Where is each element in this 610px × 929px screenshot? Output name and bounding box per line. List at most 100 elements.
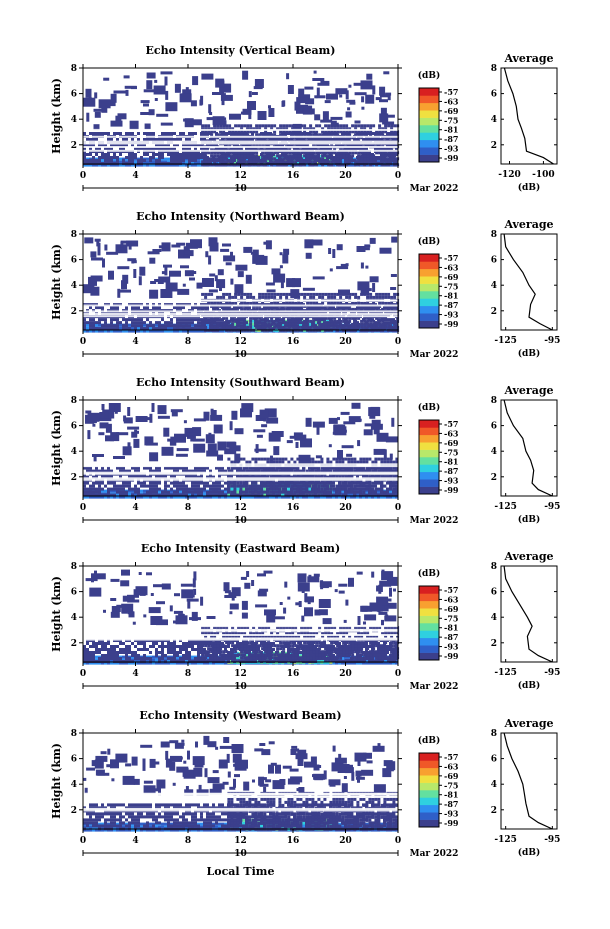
echo-cell (285, 151, 289, 155)
echo-cell (163, 264, 172, 268)
echo-cell (314, 319, 318, 323)
echo-cell (216, 307, 220, 311)
echo-cell (146, 72, 156, 79)
echo-cell (393, 319, 397, 323)
echo-cell (98, 490, 101, 494)
echo-cell (216, 279, 226, 289)
echo-cell (240, 124, 244, 128)
echo-cell (260, 318, 263, 322)
x-tick-label: 8 (185, 337, 191, 347)
colorbar-segment (419, 132, 439, 141)
echo-cell (299, 153, 302, 156)
echo-cell (314, 159, 317, 162)
echo-cell (137, 147, 140, 150)
echo-cell (149, 163, 152, 167)
echo-cell (335, 495, 338, 499)
echo-cell (167, 326, 170, 330)
echo-cell (393, 160, 397, 164)
echo-cell (233, 159, 236, 162)
echo-cell (128, 489, 131, 493)
echo-cell (210, 325, 214, 329)
echo-cell (131, 138, 134, 141)
echo-cell (315, 133, 319, 137)
echo-cell (357, 151, 361, 155)
echo-cell (268, 108, 275, 117)
echo-cell (216, 151, 220, 155)
echo-cell (378, 127, 382, 131)
echo-cell (167, 490, 170, 494)
echo-cell (371, 163, 374, 167)
echo-cell (98, 144, 101, 147)
echo-cell (143, 103, 149, 107)
echo-cell (249, 316, 253, 320)
echo-cell (321, 151, 325, 155)
echo-cell (333, 130, 337, 134)
echo-cell (161, 153, 164, 156)
echo-cell (258, 163, 262, 167)
echo-cell (225, 292, 229, 296)
echo-cell (309, 301, 313, 305)
echo-cell (237, 316, 241, 320)
echo-cell (341, 157, 344, 161)
echo-cell (119, 323, 122, 327)
x-tick-label: 0 (80, 337, 86, 347)
gap-streak (83, 315, 398, 318)
echo-cell (161, 271, 165, 275)
echo-cell (104, 147, 107, 150)
echo-cell (381, 295, 385, 299)
echo-cell (228, 325, 232, 329)
echo-cell (303, 325, 307, 329)
echo-cell (137, 159, 140, 162)
echo-cell (116, 327, 119, 331)
echo-cell (249, 163, 253, 167)
echo-cell (309, 292, 313, 296)
echo-cell (285, 130, 289, 134)
echo-cell (203, 132, 206, 135)
echo-cell (354, 292, 358, 296)
echo-cell (245, 274, 252, 284)
echo-cell (246, 154, 250, 158)
echo-cell (306, 160, 310, 164)
echo-cell (243, 325, 247, 329)
echo-cell (233, 161, 237, 164)
echo-cell (203, 306, 206, 310)
echo-cell (242, 487, 246, 491)
echo-cell (90, 251, 97, 258)
echo-cell (308, 495, 311, 499)
echo-cell (372, 307, 376, 311)
echo-cell (173, 156, 176, 159)
heatmap-cells (83, 70, 400, 167)
echo-cell (324, 151, 328, 155)
echo-cell (134, 160, 137, 164)
echo-cell (113, 156, 116, 159)
echo-cell (113, 163, 116, 167)
echo-cell (383, 71, 390, 75)
echo-cell (92, 144, 95, 147)
echo-cell (122, 495, 125, 499)
echo-cell (338, 289, 350, 296)
echo-cell (191, 329, 194, 333)
echo-cell (390, 319, 394, 323)
echo-cell (387, 133, 391, 137)
echo-cell (254, 495, 257, 499)
echo-cell (276, 301, 280, 305)
echo-cell (148, 109, 155, 116)
echo-cell (188, 329, 191, 333)
echo-cell (248, 306, 251, 310)
echo-cell (393, 157, 397, 161)
echo-cell (139, 266, 146, 276)
echo-cell (252, 254, 265, 264)
echo-cell (205, 251, 209, 258)
echo-cell (243, 292, 247, 296)
echo-cell (228, 127, 232, 131)
echo-cell (134, 147, 137, 150)
echo-cell (121, 280, 127, 290)
echo-cell (176, 318, 179, 322)
echo-cell (95, 159, 98, 162)
echo-cell (146, 490, 149, 494)
echo-cell (258, 307, 262, 311)
echo-cell (294, 322, 298, 326)
echo-cell (308, 147, 311, 150)
echo-cell (231, 301, 235, 305)
echo-cell (266, 318, 269, 322)
